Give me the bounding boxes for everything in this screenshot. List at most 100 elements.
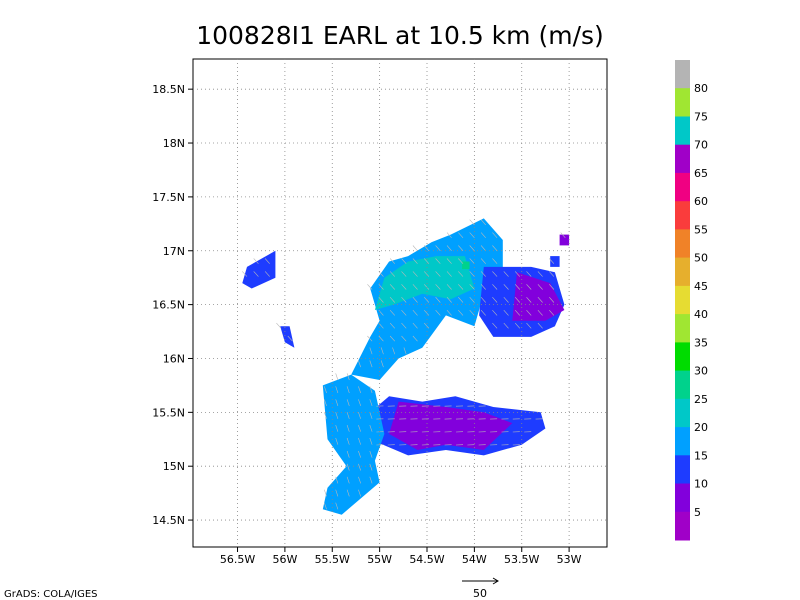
wind-arrow [346,476,350,484]
y-tick-label: 17.5N [152,191,185,204]
wind-arrow [458,284,464,290]
wind-arrow [324,386,327,394]
wind-arrow [253,258,259,264]
wind-arrow [346,450,350,458]
wind-arrow [412,335,418,342]
wind-arrow [324,502,327,510]
x-tick-label: 54W [462,553,487,566]
wind-arrow [392,347,396,355]
colorbar-swatch [675,144,690,174]
region-local-max [462,261,470,270]
wind-arrow [480,258,486,264]
wind-arrow [514,271,521,277]
wind-arrow [537,309,543,316]
wind-arrow [335,476,339,484]
wind-arrow [526,271,532,277]
colorbar-swatch [675,60,690,89]
colorbar: 5 10 15 20 25 30 35 40 45 50 55 60 65 70 75 80 [675,60,708,541]
wind-arrow [358,450,361,458]
colorbar-label: 10 [694,478,708,491]
region-northwest-blob [242,250,276,289]
x-tick-label: 54.5W [409,553,444,566]
wind-arrow [446,232,452,238]
wind-arrow [335,373,339,381]
colorbar-label: 60 [694,195,708,208]
wind-arrow [446,271,452,277]
wind-arrow [346,489,350,497]
colorbar-swatch [675,398,690,428]
wind-arrow [435,258,441,264]
colorbar-swatch [675,314,690,343]
colorbar-swatch [675,427,690,456]
wind-arrow [537,297,543,303]
wind-arrow [537,322,543,329]
wind-arrow [358,360,361,368]
wind-arrow [369,360,373,368]
wind-arrow [469,297,475,303]
wind-arrow [458,245,464,251]
wind-arrow [480,310,486,316]
wind-arrow [412,322,418,329]
region-east-cell-core [512,272,565,321]
wind-arrow [458,258,464,264]
wind-arrow [492,258,498,264]
wind-arrow [378,297,384,303]
wind-arrow [549,310,555,316]
colorbar-swatch [675,201,690,230]
y-axis: 14.5N 15N 15.5N 16N 16.5N 17N 17.5N 18N 18.5N [152,83,607,527]
wind-arrow [389,284,396,290]
wind-arrow [503,322,509,329]
colorbar-label: 5 [694,506,701,519]
wind-arrow [380,347,384,355]
wind-arrow [514,310,521,316]
wind-arrow [264,258,270,264]
wind-arrow [480,232,486,238]
wind-arrow [446,245,452,251]
wind-arrow [401,309,407,316]
x-axis: 56.5W 56W 55.5W 55W 54.5W 54W 53.5W 53W [220,59,582,566]
wind-arrow [346,373,350,381]
wind-arrow [401,284,407,290]
wind-arrow [423,284,430,290]
wind-arrow [378,271,384,277]
wind-arrow [335,412,339,419]
wind-arrow [446,297,452,303]
wind-arrow [480,219,486,226]
chart-title: 100828I1 EARL at 10.5 km (m/s) [196,21,604,50]
region-south-band-core [389,401,513,450]
wind-arrow [358,386,361,394]
wind-arrow [335,502,339,510]
wind-arrow [335,425,339,432]
wind-arrow [369,412,373,419]
colorbar-label: 75 [694,111,708,124]
colorbar-label: 40 [694,308,708,321]
colorbar-swatch [675,483,690,513]
wind-arrow [492,322,498,329]
wind-arrow [503,284,509,290]
y-tick-label: 15.5N [152,406,185,419]
colorbar-swatch [675,455,690,484]
wind-arrow [492,309,498,316]
wind-arrow [423,245,430,251]
wind-arrow [369,450,373,458]
colorbar-label: 30 [694,365,708,378]
wind-arrow [369,437,373,445]
colorbar-swatch [675,116,690,146]
wind-arrow [469,258,475,264]
wind-arrow [412,245,418,251]
colorbar-swatch [675,342,690,372]
wind-arrow [458,309,464,316]
colorbar-label: 45 [694,280,708,293]
wind-arrow [324,489,327,497]
wind-arrow [264,271,270,277]
colorbar-label: 55 [694,223,708,236]
wind-arrow [469,309,475,316]
region-southwest-arm [322,374,385,515]
colorbar-swatch [675,511,690,541]
wind-arrow [401,271,407,277]
wind-arrow [346,463,350,471]
wind-arrow [503,271,509,277]
wind-arrow [324,412,327,419]
colorbar-swatch [675,370,690,400]
